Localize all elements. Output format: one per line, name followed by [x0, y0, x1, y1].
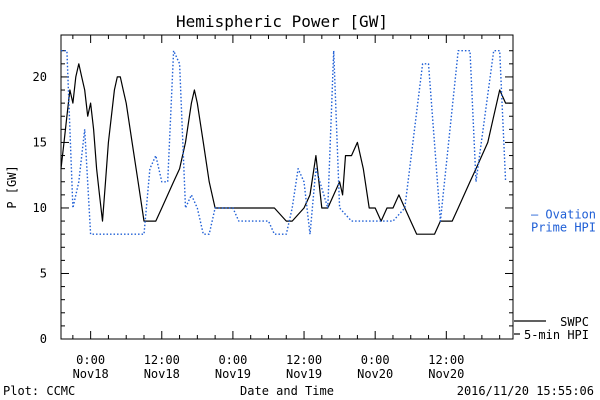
- y-tick-label: 5: [40, 266, 47, 280]
- x-tick-label-date: Nov19: [286, 367, 322, 381]
- x-tick-label-date: Nov18: [144, 367, 180, 381]
- series-layer: [60, 50, 512, 235]
- y-tick-label: 10: [33, 201, 47, 215]
- legend-ovation-label: — Ovation: [531, 208, 596, 222]
- x-tick-label-time: 0:00: [218, 353, 247, 367]
- swpc-series-line: [60, 63, 512, 235]
- x-tick-label-time: 12:00: [286, 353, 322, 367]
- x-tick-label-time: 0:00: [361, 353, 390, 367]
- x-tick-label-time: 12:00: [144, 353, 180, 367]
- x-tick-label-time: 12:00: [428, 353, 464, 367]
- x-tick-label-time: 0:00: [76, 353, 105, 367]
- chart-title: Hemispheric Power [GW]: [176, 12, 388, 31]
- plot-frame: [60, 34, 514, 340]
- y-tick-label: 0: [40, 332, 47, 346]
- y-tick-label: 15: [33, 135, 47, 149]
- x-tick-label-date: Nov20: [357, 367, 393, 381]
- y-axis-label: P [GW]: [5, 165, 19, 208]
- x-tick-label-date: Nov20: [428, 367, 464, 381]
- x-tick-label-date: Nov18: [73, 367, 109, 381]
- x-tick-label-date: Nov19: [215, 367, 251, 381]
- legend-swpc-label: SWPC: [560, 315, 589, 329]
- y-tick-label: 20: [33, 70, 47, 84]
- footer-plot-credit: Plot: CCMC: [3, 384, 75, 398]
- x-axis-ticks: 0:00Nov1812:00Nov180:00Nov1912:00Nov190:…: [72, 35, 501, 381]
- y-axis-ticks: 0 5 10 15 20: [33, 50, 513, 346]
- legend-swpc-label-2: 5-min HPI: [524, 328, 589, 342]
- x-axis-label: Date and Time: [240, 384, 334, 398]
- ovation-series-line: [61, 50, 507, 235]
- footer-timestamp: 2016/11/20 15:55:06: [457, 384, 594, 398]
- legend-ovation-label-2: Prime HPI: [531, 221, 596, 235]
